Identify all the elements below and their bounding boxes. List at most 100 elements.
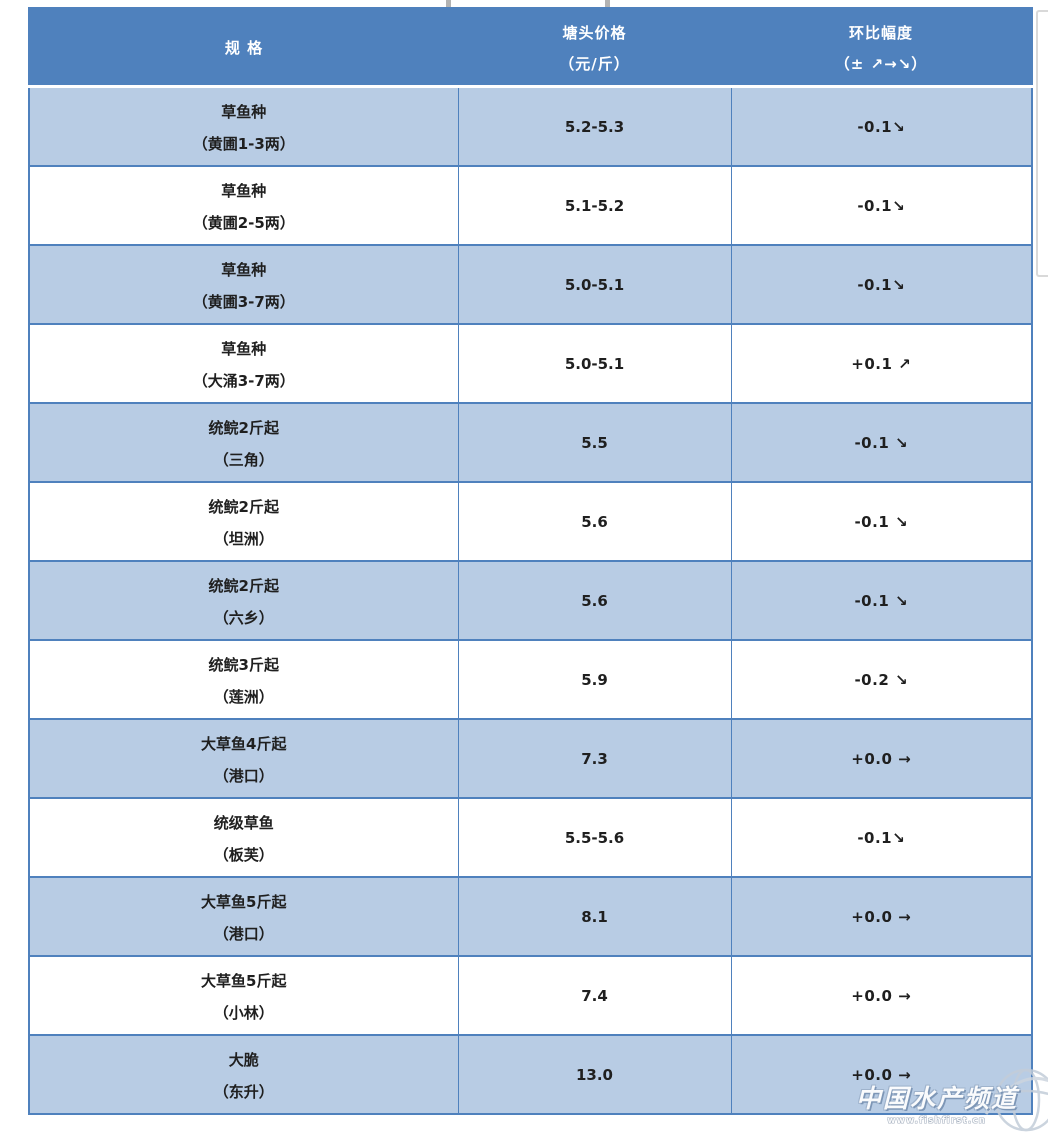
price-value: 5.5-5.6	[564, 828, 625, 847]
spec-cell: 草鱼种 （黄圃2-5两）	[28, 165, 459, 246]
table-row: 大脆 （东升） 13.0 +0.0 →	[28, 1034, 1033, 1115]
price-value: 7.3	[581, 749, 608, 768]
spec-cell: 草鱼种 （大涌3-7两）	[28, 323, 459, 404]
fish-name: 草鱼种	[221, 261, 267, 279]
fish-spec: （大涌3-7两）	[192, 372, 295, 390]
fish-spec: （港口）	[213, 767, 274, 785]
col-header-change-line2: （± ↗→↘）	[834, 55, 928, 73]
ruler-tick	[605, 0, 610, 7]
change-value: -0.1 ↘	[854, 512, 909, 531]
change-value: -0.1↘	[857, 117, 906, 136]
table-row: 统鲩3斤起 （莲洲） 5.9 -0.2 ↘	[28, 639, 1033, 720]
change-cell: +0.0 →	[730, 876, 1033, 957]
table-row: 大草鱼4斤起 （港口） 7.3 +0.0 →	[28, 718, 1033, 799]
change-cell: -0.1 ↘	[730, 402, 1033, 483]
price-value: 8.1	[581, 907, 608, 926]
table-row: 统级草鱼 （板芙） 5.5-5.6 -0.1↘	[28, 797, 1033, 878]
price-cell: 5.9	[457, 639, 732, 720]
table-row: 草鱼种 （黄圃2-5两） 5.1-5.2 -0.1↘	[28, 165, 1033, 246]
price-cell: 5.0-5.1	[457, 323, 732, 404]
fish-spec: （板芙）	[213, 846, 274, 864]
change-value: -0.1 ↘	[854, 591, 909, 610]
spec-cell: 统鲩2斤起 （坦洲）	[28, 481, 459, 562]
fish-name: 统鲩2斤起	[208, 498, 279, 516]
table-row: 统鲩2斤起 （六乡） 5.6 -0.1 ↘	[28, 560, 1033, 641]
change-cell: -0.1↘	[730, 797, 1033, 878]
col-header-spec: 规 格	[29, 8, 458, 88]
change-value: -0.1↘	[857, 275, 906, 294]
price-cell: 7.3	[457, 718, 732, 799]
fish-price-table: 规 格 塘头价格 （元/斤） 环比幅度 （± ↗→↘）	[28, 7, 1033, 1115]
change-value: +0.0 →	[851, 986, 912, 1005]
price-cell: 5.0-5.1	[457, 244, 732, 325]
table-row: 大草鱼5斤起 （小林） 7.4 +0.0 →	[28, 955, 1033, 1036]
col-header-change-line1: 环比幅度	[848, 24, 913, 42]
table-row: 草鱼种 （大涌3-7两） 5.0-5.1 +0.1 ↗	[28, 323, 1033, 404]
change-value: +0.0 →	[851, 907, 912, 926]
price-cell: 5.1-5.2	[457, 165, 732, 246]
fish-spec: （黄圃2-5两）	[192, 214, 295, 232]
fish-name: 草鱼种	[221, 182, 267, 200]
change-cell: -0.1↘	[730, 244, 1033, 325]
price-value: 5.6	[581, 591, 608, 610]
change-cell: -0.1 ↘	[730, 560, 1033, 641]
price-cell: 13.0	[457, 1034, 732, 1115]
change-cell: -0.1↘	[730, 165, 1033, 246]
spec-cell: 统级草鱼 （板芙）	[28, 797, 459, 878]
header-row: 规 格 塘头价格 （元/斤） 环比幅度 （± ↗→↘）	[29, 8, 1032, 88]
change-value: -0.1↘	[857, 828, 906, 847]
fish-name: 草鱼种	[221, 340, 267, 358]
spec-cell: 统鲩3斤起 （莲洲）	[28, 639, 459, 720]
fish-name: 大草鱼4斤起	[201, 735, 287, 753]
side-panel-edge	[1036, 10, 1048, 277]
change-cell: -0.1↘	[730, 85, 1033, 167]
fish-spec: （六乡）	[213, 609, 274, 627]
ruler-tick	[446, 0, 451, 7]
table-row: 草鱼种 （黄圃1-3两） 5.2-5.3 -0.1↘	[28, 85, 1033, 167]
price-cell: 5.6	[457, 481, 732, 562]
price-cell: 8.1	[457, 876, 732, 957]
col-header-price: 塘头价格 （元/斤）	[458, 8, 731, 88]
fish-name: 统鲩2斤起	[208, 577, 279, 595]
spec-cell: 大草鱼5斤起 （小林）	[28, 955, 459, 1036]
col-header-price-line2: （元/斤）	[559, 55, 630, 73]
change-value: +0.0 →	[851, 749, 912, 768]
price-value: 5.9	[581, 670, 608, 689]
change-value: -0.1↘	[857, 196, 906, 215]
fish-spec: （莲洲）	[213, 688, 274, 706]
col-header-price-line1: 塘头价格	[562, 24, 627, 42]
fish-name: 统鲩2斤起	[208, 419, 279, 437]
change-cell: +0.1 ↗	[730, 323, 1033, 404]
price-value: 7.4	[581, 986, 608, 1005]
col-header-change: 环比幅度 （± ↗→↘）	[731, 8, 1032, 88]
price-value: 5.1-5.2	[564, 196, 625, 215]
price-value: 5.5	[581, 433, 608, 452]
spec-cell: 统鲩2斤起 （六乡）	[28, 560, 459, 641]
change-value: +0.0 →	[851, 1065, 912, 1084]
fish-name: 草鱼种	[221, 103, 267, 121]
fish-name: 统鲩3斤起	[208, 656, 279, 674]
fish-spec: （黄圃3-7两）	[192, 293, 295, 311]
change-cell: +0.0 →	[730, 1034, 1033, 1115]
spec-cell: 大脆 （东升）	[28, 1034, 459, 1115]
spec-cell: 统鲩2斤起 （三角）	[28, 402, 459, 483]
col-header-spec-label: 规 格	[224, 38, 264, 57]
fish-name: 大草鱼5斤起	[201, 972, 287, 990]
fish-spec: （黄圃1-3两）	[192, 135, 295, 153]
table-row: 统鲩2斤起 （坦洲） 5.6 -0.1 ↘	[28, 481, 1033, 562]
fish-name: 大脆	[228, 1051, 259, 1069]
price-cell: 5.6	[457, 560, 732, 641]
spec-cell: 草鱼种 （黄圃1-3两）	[28, 85, 459, 167]
price-cell: 5.2-5.3	[457, 85, 732, 167]
table-row: 大草鱼5斤起 （港口） 8.1 +0.0 →	[28, 876, 1033, 957]
change-cell: -0.2 ↘	[730, 639, 1033, 720]
change-value: -0.1 ↘	[854, 433, 909, 452]
spec-cell: 大草鱼4斤起 （港口）	[28, 718, 459, 799]
price-value: 13.0	[575, 1065, 613, 1084]
fish-spec: （小林）	[213, 1004, 274, 1022]
watermark-url: www.fishfirst.cn	[887, 1116, 986, 1126]
change-value: -0.2 ↘	[854, 670, 909, 689]
fish-name: 统级草鱼	[213, 814, 274, 832]
price-value: 5.0-5.1	[564, 354, 625, 373]
spec-cell: 草鱼种 （黄圃3-7两）	[28, 244, 459, 325]
